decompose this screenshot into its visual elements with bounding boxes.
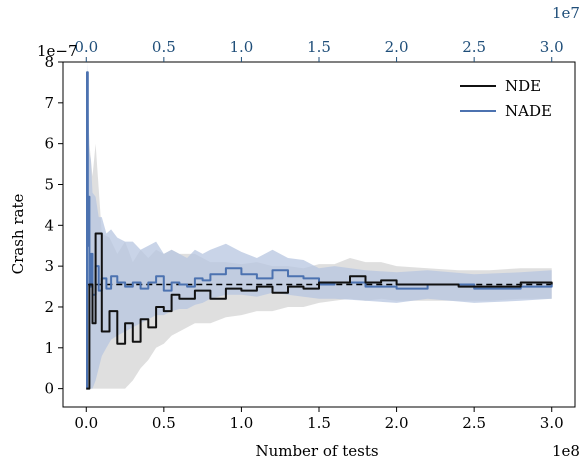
top-tick-label: 3.0 [540, 38, 564, 56]
y-tick-label: 5 [44, 175, 54, 193]
x-tick-label: 1.5 [307, 414, 331, 432]
x-axis-ticks: 0.0 0.5 1.0 1.5 2.0 2.5 3.0 [74, 407, 564, 432]
top-tick-label: 1.5 [307, 38, 331, 56]
band-nde [86, 102, 552, 389]
y-tick-label: 6 [44, 135, 54, 153]
series-lines [86, 71, 553, 390]
y-tick-label: 8 [44, 53, 54, 71]
x-tick-label: 3.0 [540, 414, 564, 432]
x-tick-label: 2.5 [462, 414, 486, 432]
y-tick-label: 1 [44, 339, 54, 357]
y-axis-ticks: 0 1 2 3 4 5 6 7 8 [44, 53, 63, 398]
x-tick-label: 0.5 [152, 414, 176, 432]
top-tick-label: 2.5 [462, 38, 486, 56]
series-line-nade [86, 71, 553, 390]
y-tick-label: 0 [44, 380, 54, 398]
x-tick-label: 2.0 [385, 414, 409, 432]
series-line-nde [86, 232, 553, 390]
y-tick-label: 4 [44, 216, 54, 234]
top-offset-label: 1e7 [552, 4, 580, 22]
legend: NDE NADE [460, 77, 552, 120]
confidence-bands [86, 62, 552, 389]
legend-label-nade: NADE [505, 102, 552, 120]
x-tick-label: 0.0 [74, 414, 98, 432]
y-axis-label: Crash rate [9, 194, 27, 275]
y-offset-label: 1e−7 [37, 42, 78, 60]
y-tick-label: 3 [44, 257, 54, 275]
top-tick-label: 1.0 [229, 38, 253, 56]
legend-label-nde: NDE [505, 77, 541, 95]
x-offset-label: 1e8 [552, 442, 580, 460]
y-tick-label: 2 [44, 298, 54, 316]
y-tick-label: 7 [44, 94, 54, 112]
x-axis-label: Number of tests [255, 442, 378, 460]
top-tick-label: 0.0 [74, 38, 98, 56]
x-tick-label: 1.0 [229, 414, 253, 432]
top-tick-label: 2.0 [385, 38, 409, 56]
top-tick-label: 0.5 [152, 38, 176, 56]
top-axis-ticks: 0.0 0.5 1.0 1.5 2.0 2.5 3.0 [74, 38, 564, 62]
